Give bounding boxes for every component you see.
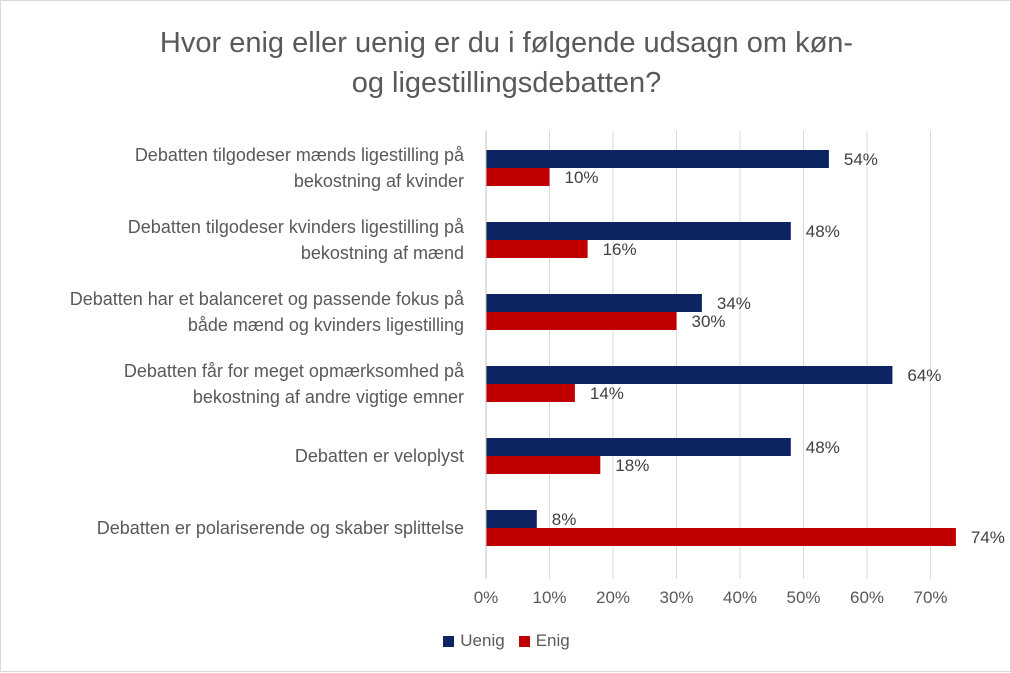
category-label-1: Debatten tilgodeser kvinders ligestillin… (11, 214, 464, 266)
bar-uenig-2 (486, 294, 702, 312)
bar-enig-1 (486, 240, 588, 258)
category-label-1-line-0: Debatten tilgodeser kvinders ligestillin… (127, 217, 464, 237)
data-label-uenig-4: 48% (806, 438, 840, 457)
data-label-enig-1: 16% (603, 240, 637, 259)
category-label-0-line-0: Debatten tilgodeser mænds ligestilling p… (134, 145, 464, 165)
bar-enig-2 (486, 312, 677, 330)
data-label-uenig-2: 34% (717, 294, 751, 313)
bar-enig-4 (486, 456, 601, 474)
legend-item-enig: Enig (518, 631, 570, 651)
data-label-uenig-5: 8% (552, 510, 577, 529)
bar-uenig-4 (486, 438, 791, 456)
category-label-4: Debatten er veloplyst (11, 443, 464, 469)
bar-enig-0 (486, 168, 550, 186)
data-label-enig-5: 74% (971, 528, 1005, 547)
category-label-0: Debatten tilgodeser mænds ligestilling p… (11, 142, 464, 194)
bar-uenig-5 (486, 510, 537, 528)
data-label-enig-2: 30% (692, 312, 726, 331)
data-label-uenig-1: 48% (806, 222, 840, 241)
legend-swatch-enig (518, 635, 530, 647)
legend-label-enig: Enig (535, 631, 570, 650)
category-label-3: Debatten får for meget opmærksomhed på be… (11, 358, 464, 410)
category-label-2-line-1: både mænd og kvinders ligestilling (187, 315, 464, 335)
category-label-1-line-1: bekostning af mænd (300, 243, 464, 263)
chart-title-line-2: og ligestillingsdebatten? (351, 67, 662, 99)
category-label-5-line-0: Debatten er polariserende og skaber spli… (96, 518, 464, 538)
data-label-enig-0: 10% (565, 168, 599, 187)
data-label-uenig-3: 64% (907, 366, 941, 385)
legend-swatch-uenig (443, 635, 455, 647)
chart-title: Hvor enig eller uenig er du i følgende u… (1, 23, 1011, 103)
chart-title-line-1: Hvor enig eller uenig er du i følgende u… (159, 27, 854, 59)
x-tick-label-0: 0% (474, 588, 499, 607)
x-tick-label-7: 70% (913, 588, 947, 607)
data-label-uenig-0: 54% (844, 150, 878, 169)
x-tick-label-3: 30% (659, 588, 693, 607)
category-label-3-line-1: bekostning af andre vigtige emner (192, 387, 464, 407)
legend-label-uenig: Uenig (460, 631, 505, 650)
category-label-5: Debatten er polariserende og skaber spli… (11, 515, 464, 541)
category-label-0-line-1: bekostning af kvinder (293, 171, 464, 191)
x-tick-label-5: 50% (786, 588, 820, 607)
category-label-3-line-0: Debatten får for meget opmærksomhed på (123, 361, 464, 381)
category-label-2-line-0: Debatten har et balanceret og passende f… (69, 289, 464, 309)
bar-uenig-0 (486, 150, 829, 168)
bar-uenig-3 (486, 366, 893, 384)
bar-uenig-1 (486, 222, 791, 240)
x-tick-label-6: 60% (850, 588, 884, 607)
data-label-enig-3: 14% (590, 384, 624, 403)
x-tick-label-1: 10% (532, 588, 566, 607)
bar-enig-5 (486, 528, 956, 546)
data-label-enig-4: 18% (615, 456, 649, 475)
category-label-2: Debatten har et balanceret og passende f… (11, 286, 464, 338)
legend-item-uenig: Uenig (443, 631, 505, 651)
x-tick-label-4: 40% (723, 588, 757, 607)
x-tick-label-2: 20% (596, 588, 630, 607)
category-label-4-line-0: Debatten er veloplyst (294, 446, 464, 466)
legend: Uenig Enig (1, 631, 1011, 651)
bar-enig-3 (486, 384, 575, 402)
